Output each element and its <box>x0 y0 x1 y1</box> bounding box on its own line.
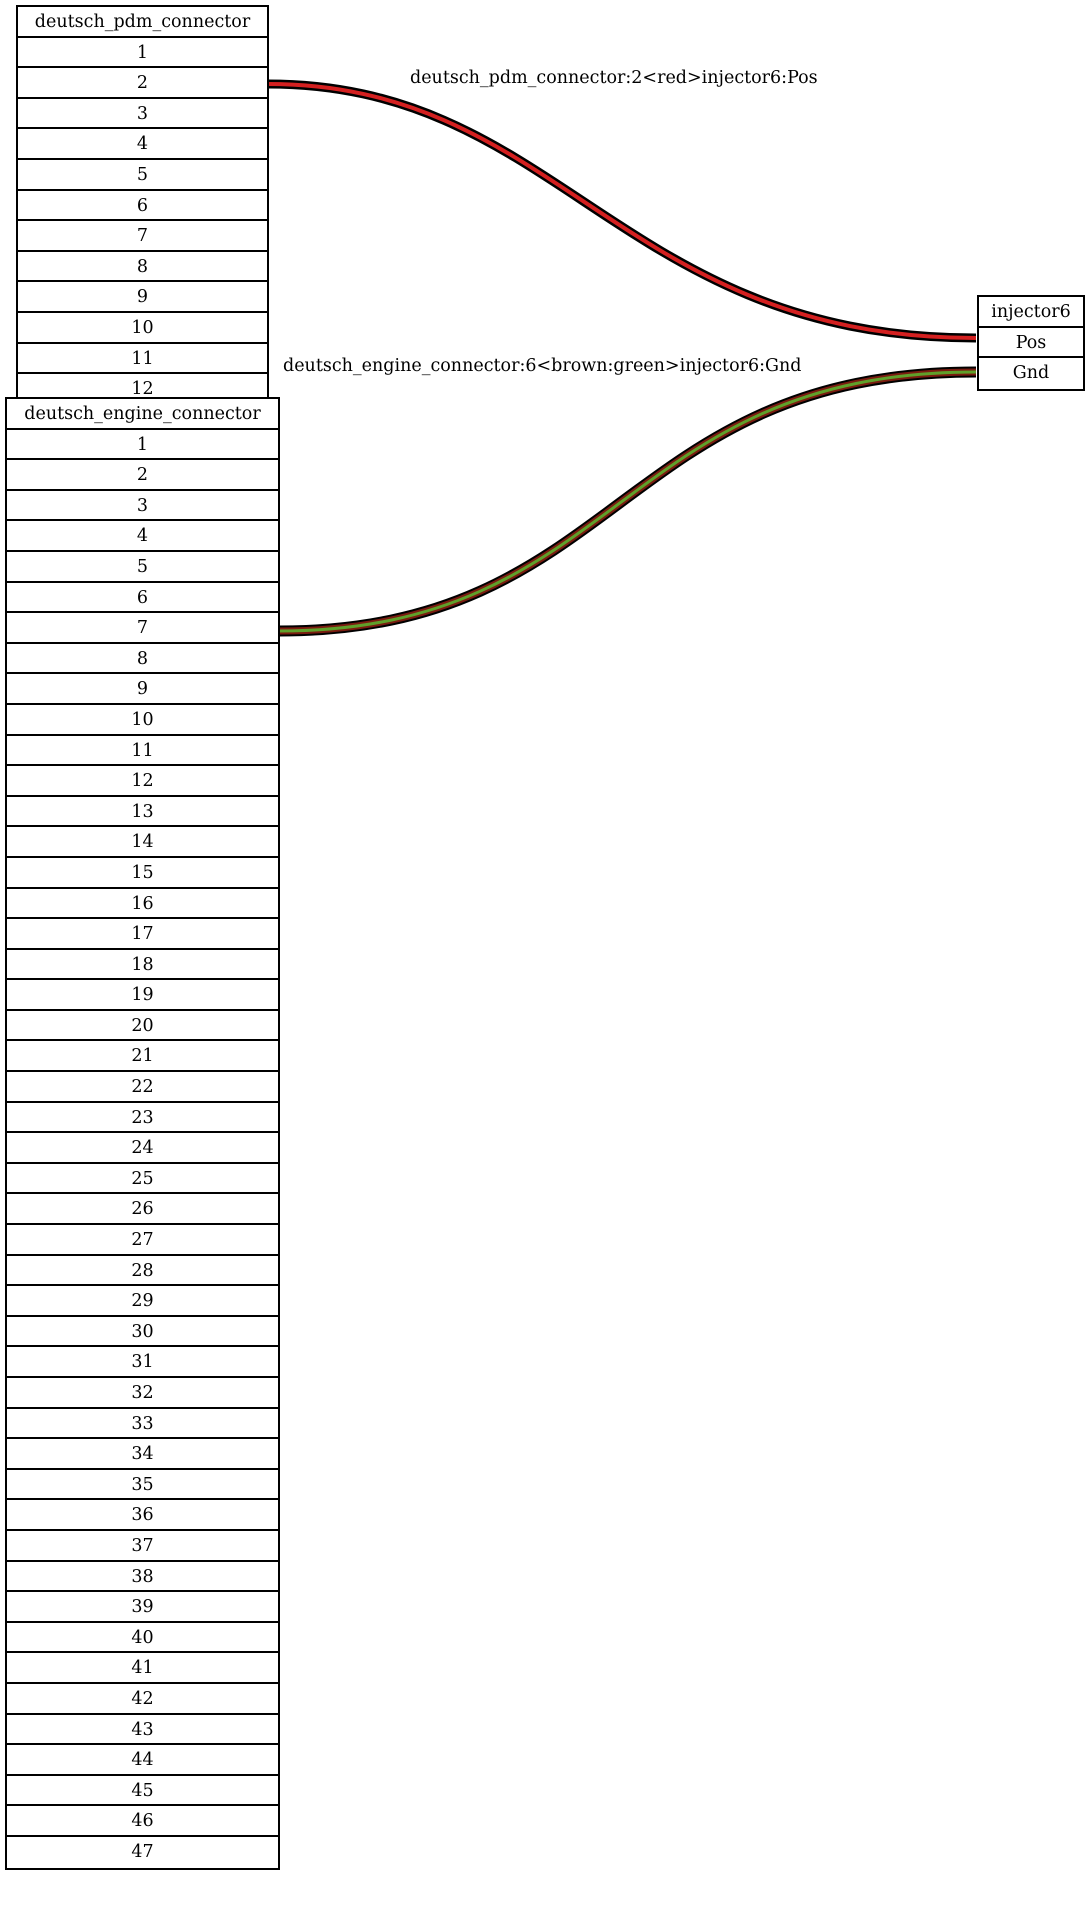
engine-pin-43: 43 <box>7 1715 278 1746</box>
engine-pin-20: 20 <box>7 1011 278 1042</box>
engine-pin-41: 41 <box>7 1653 278 1684</box>
engine-pin-5: 5 <box>7 552 278 583</box>
engine-connector-title: deutsch_engine_connector <box>7 399 278 430</box>
engine-pin-3: 3 <box>7 491 278 522</box>
wire-pdm2-to-pos <box>267 79 977 343</box>
engine-pin-21: 21 <box>7 1041 278 1073</box>
pdm-connector-table: deutsch_pdm_connector 1 2 3 4 5 6 7 8 9 10 11 12 <box>16 5 269 407</box>
engine-pin-10: 10 <box>7 705 278 736</box>
wire-engine6-to-gnd-brown <box>278 368 977 635</box>
engine-pin-17: 17 <box>7 919 278 950</box>
engine-pin-36: 36 <box>7 1500 278 1531</box>
engine-pin-23: 23 <box>7 1103 278 1134</box>
engine-pin-40: 40 <box>7 1623 278 1654</box>
engine-pin-39: 39 <box>7 1592 278 1623</box>
pdm-pin-10: 10 <box>18 313 267 344</box>
engine-pin-13: 13 <box>7 797 278 828</box>
injector6-pin-gnd: Gnd <box>1012 363 1050 384</box>
pdm-pin-8: 8 <box>18 252 267 283</box>
injector6-pin-pos: Pos <box>979 328 1083 359</box>
engine-pin-26: 26 <box>7 1194 278 1226</box>
pdm-pin-3: 3 <box>18 99 267 130</box>
edge-label-pdm-pos: deutsch_pdm_connector:2<red>injector6:Po… <box>410 68 818 88</box>
engine-pin-38: 38 <box>7 1562 278 1593</box>
pdm-pin-12: 12 <box>131 379 154 400</box>
wire-engine6-to-gnd-green <box>278 370 977 633</box>
engine-pin-15: 15 <box>7 858 278 889</box>
pdm-pin-7: 7 <box>18 221 267 252</box>
engine-pin-14: 14 <box>7 827 278 858</box>
engine-pin-30: 30 <box>7 1317 278 1348</box>
engine-pin-1: 1 <box>7 430 278 461</box>
engine-pin-35: 35 <box>7 1470 278 1501</box>
injector6-table: injector6 Pos Gnd <box>977 295 1085 391</box>
engine-pin-46: 46 <box>7 1806 278 1837</box>
engine-pin-4: 4 <box>7 521 278 552</box>
pdm-pin-9: 9 <box>18 282 267 313</box>
injector6-title: injector6 <box>979 297 1083 328</box>
engine-pin-7: 7 <box>7 613 278 644</box>
pdm-pin-11: 11 <box>18 344 267 375</box>
engine-pin-37: 37 <box>7 1531 278 1562</box>
engine-pin-47: 47 <box>131 1841 154 1862</box>
engine-pin-31: 31 <box>7 1347 278 1378</box>
engine-pin-9: 9 <box>7 674 278 705</box>
engine-pin-19: 19 <box>7 980 278 1011</box>
engine-pin-12: 12 <box>7 766 278 797</box>
engine-pin-2: 2 <box>7 460 278 491</box>
engine-pin-25: 25 <box>7 1164 278 1195</box>
wire-pdm2-to-pos-core <box>267 82 977 340</box>
engine-pin-28: 28 <box>7 1256 278 1287</box>
engine-pin-45: 45 <box>7 1776 278 1807</box>
engine-pin-22: 22 <box>7 1072 278 1103</box>
engine-pin-8: 8 <box>7 644 278 675</box>
engine-pin-33: 33 <box>7 1409 278 1440</box>
wire-engine6-to-gnd <box>278 366 977 637</box>
engine-pin-24: 24 <box>7 1133 278 1164</box>
engine-connector-table: deutsch_engine_connector 1 2 3 4 5 6 7 8 9 10 11 12… <box>5 397 280 1870</box>
edge-label-engine-gnd: deutsch_engine_connector:6<brown:green>i… <box>283 356 802 376</box>
engine-pin-29: 29 <box>7 1286 278 1317</box>
pdm-connector-title: deutsch_pdm_connector <box>18 7 267 38</box>
pdm-pin-6: 6 <box>18 191 267 222</box>
engine-pin-27: 27 <box>7 1225 278 1256</box>
pdm-pin-5: 5 <box>18 160 267 191</box>
engine-pin-11: 11 <box>7 736 278 767</box>
engine-pin-32: 32 <box>7 1378 278 1409</box>
engine-pin-6: 6 <box>7 583 278 614</box>
pdm-pin-2: 2 <box>18 68 267 99</box>
engine-pin-42: 42 <box>7 1684 278 1715</box>
pdm-pin-4: 4 <box>18 129 267 160</box>
pdm-pin-1: 1 <box>18 38 267 69</box>
engine-pin-34: 34 <box>7 1439 278 1470</box>
engine-pin-44: 44 <box>7 1745 278 1776</box>
engine-pin-18: 18 <box>7 950 278 981</box>
engine-pin-16: 16 <box>7 889 278 920</box>
